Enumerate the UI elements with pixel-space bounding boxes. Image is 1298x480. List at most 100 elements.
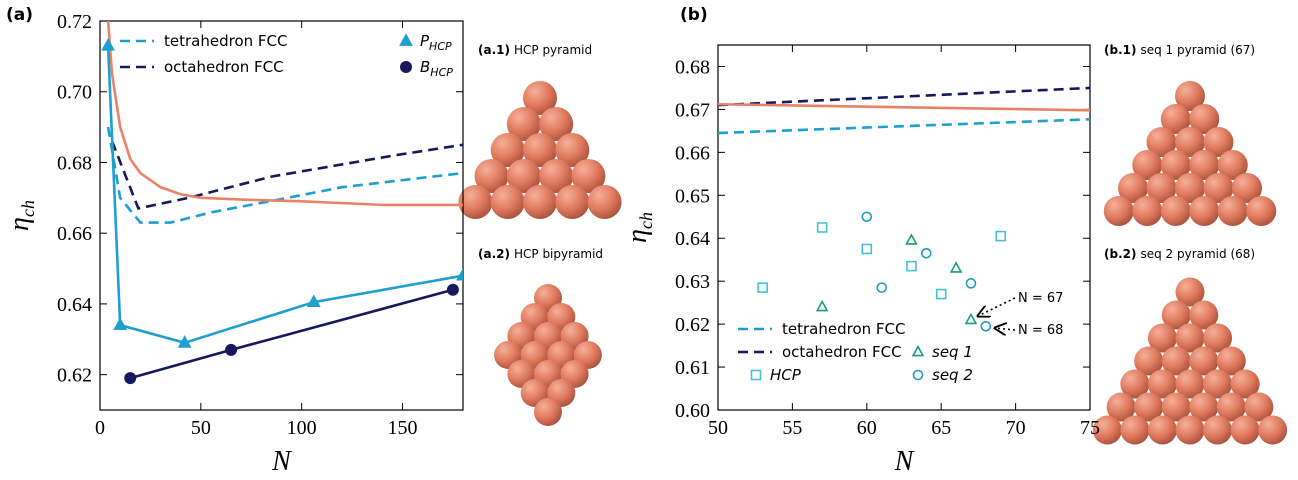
marker [447,284,458,295]
series-line [718,119,1090,133]
marker [862,244,871,253]
x-tick-label: 75 [1080,417,1100,439]
y-tick-label: 0.64 [57,294,92,316]
image-caption: (a.1) HCP pyramid [478,43,592,57]
sphere [588,185,622,219]
figure: (a) (b) (a.1) HCP pyramid (a.2) HCP bipyram… [0,0,1298,480]
legend-label: seq 1 [932,343,973,361]
legend-name: seq 1 [932,343,973,361]
series-line [130,290,453,378]
marker [996,232,1005,241]
sphere [1258,416,1287,445]
y-tick-label: 0.61 [675,357,710,379]
marker [226,344,237,355]
sphere [523,185,557,219]
caption-text: seq 2 pyramid (68) [1140,247,1255,261]
sphere [1132,196,1162,226]
marker [818,223,827,232]
series-line [718,104,1090,110]
legend-label: PHCP [420,32,452,53]
series-line [108,46,463,343]
y-tick-label: 0.62 [57,365,92,387]
x-tick-label: 60 [857,417,877,439]
panel-label: (a) [6,5,33,25]
annotation-arrow [978,298,1015,316]
legend-marker [400,34,412,45]
sphere-cluster [494,284,602,426]
y-tick-label: 0.60 [675,400,710,422]
x-tick-label: 50 [708,417,728,439]
legend-name: tetrahedron FCC [782,320,905,338]
y-tick-label: 0.66 [57,223,92,245]
plot-frame [100,21,463,410]
sphere [1189,196,1219,226]
legend-name: HCP [770,366,802,384]
legend-marker [401,62,412,73]
marker [966,279,975,288]
y-tick-label: 0.70 [57,82,92,104]
sphere [534,398,562,426]
sphere [1231,416,1260,445]
legend-label: BHCP [420,58,453,79]
y-tick-label: 0.68 [57,152,92,174]
y-axis-subscript: ch [18,200,38,217]
y-tick-label: 0.66 [675,142,710,164]
y-tick-label: 0.68 [675,56,710,78]
sphere [555,185,589,219]
plot-area [102,21,469,384]
series-line [108,127,463,222]
y-tick-label: 0.67 [675,99,710,121]
marker [951,263,961,272]
legend-label: octahedron FCC [782,343,902,361]
legend-subscript: HCP [430,66,453,79]
y-tick-label: 0.63 [675,271,710,293]
x-tick-label: 55 [782,417,802,439]
image-caption: (b.1)seq 1 pyramid (67) [1104,43,1255,57]
legend-marker [752,371,761,380]
marker [937,290,946,299]
series-line [718,88,1090,105]
image-caption: (a.2) HCP bipyramid [478,247,603,261]
legend-name: seq 2 [932,366,973,384]
y-tick-label: 0.64 [675,228,710,250]
caption-tag: (a.2) [478,247,510,261]
annotation: N = 67 [1018,291,1063,306]
x-tick-label: 100 [287,417,317,439]
legend-label: tetrahedron FCC [782,320,905,338]
sphere-cluster [1093,278,1287,445]
marker [922,249,931,258]
annotation: N = 68 [1018,323,1063,338]
y-axis-symbol: η [4,217,35,231]
sphere [1218,196,1248,226]
marker [906,235,916,244]
sphere [1148,416,1177,445]
legend-label: octahedron FCC [164,58,284,76]
legend-label: HCP [770,366,802,384]
marker [981,322,990,331]
annotation-arrow [995,328,1015,330]
panel-label: (b) [680,5,708,25]
x-tick-label: 0 [95,417,105,439]
y-axis-subscript: ch [636,212,656,229]
image-caption: (b.2)seq 2 pyramid (68) [1104,247,1255,261]
y-tick-label: 0.65 [675,185,710,207]
y-tick-label: 0.72 [57,11,92,33]
sphere [1161,196,1191,226]
legend-subscript: HCP [429,40,452,53]
caption-text: seq 1 pyramid (67) [1140,43,1255,57]
sphere-cluster [458,81,621,219]
legend-label: tetrahedron FCC [164,32,287,50]
x-axis-label: N [894,446,915,477]
x-tick-label: 50 [191,417,211,439]
caption-text: HCP pyramid [514,43,592,57]
plot-frame [718,45,1090,410]
sphere [491,185,525,219]
legend-name: tetrahedron FCC [164,32,287,50]
caption-text: HCP bipyramid [514,247,603,261]
y-axis-symbol: η [622,229,653,243]
marker [966,314,976,323]
caption-tag: (a.1) [478,43,510,57]
marker [114,319,126,330]
marker [125,373,136,384]
marker [457,269,469,280]
